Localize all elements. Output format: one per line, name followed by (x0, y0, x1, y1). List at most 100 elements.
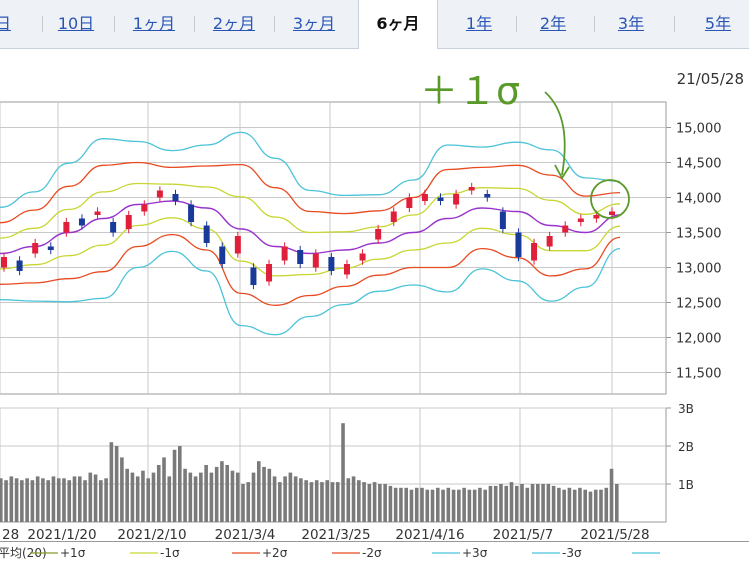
volume-bar (114, 446, 119, 522)
tab-separator (594, 16, 595, 32)
price-y-tick-label: 11,500 (676, 367, 722, 382)
annotation-arrowhead (554, 164, 570, 180)
volume-bar (414, 487, 419, 522)
volume-bar (304, 480, 308, 522)
volume-bar (451, 489, 456, 522)
stock-chart: 21/05/28 15,000 14,500 14,000 13,500 13,000 12… (0, 69, 744, 560)
candle-body (515, 232, 522, 257)
volume-bar (83, 480, 87, 522)
volume-bar (599, 489, 603, 522)
tab-5[interactable]: 6ヶ月 (358, 0, 438, 49)
tab-9[interactable]: 5年 (704, 14, 732, 33)
candle-body (16, 260, 23, 271)
annotation-arrow (544, 91, 566, 176)
volume-bar (583, 489, 588, 522)
candle-body (188, 204, 195, 222)
volume-bar (130, 472, 135, 522)
volume-bar (41, 478, 45, 522)
candle-body (63, 222, 70, 233)
volume-y-tick-label: 1B (678, 478, 694, 492)
candle-body (531, 243, 538, 261)
candle-body (203, 225, 210, 243)
volume-bar (288, 472, 293, 522)
volume-bar (499, 484, 503, 522)
candle-body (406, 197, 413, 208)
candle-body (32, 243, 39, 254)
volume-bar (472, 489, 477, 522)
candle-body (172, 194, 179, 201)
candle-body (484, 194, 491, 198)
tab-separator (42, 16, 43, 32)
volume-bar (156, 465, 161, 522)
volume-bar (14, 478, 19, 522)
tab-4[interactable]: 3ヶ月 (292, 14, 336, 33)
volume-bar (478, 487, 482, 522)
minus3-sigma-line (0, 247, 621, 336)
minus2-sigma-line (0, 233, 621, 306)
legend-divider (0, 541, 749, 542)
tab-3[interactable]: 2ヶ月 (212, 14, 256, 33)
volume-bar (183, 468, 187, 522)
volume-bar (4, 480, 8, 522)
legend-entry: +2σ (262, 546, 288, 560)
volume-bar (520, 484, 524, 522)
legend-entry: +3σ (462, 546, 488, 560)
volume-bar (67, 480, 72, 522)
candle-body (125, 215, 132, 229)
candle-body (375, 229, 382, 240)
volume-bar (441, 489, 445, 522)
annotation-circle (590, 179, 630, 219)
volume-bar (241, 484, 245, 522)
tab-7[interactable]: 2年 (539, 14, 567, 33)
x-axis-tick-label: 2021/5/7 (493, 527, 554, 543)
volume-bar (462, 487, 466, 522)
volume-bar (435, 487, 440, 522)
tab-8[interactable]: 3年 (617, 14, 645, 33)
legend-entry: -3σ (562, 546, 582, 560)
tab-2[interactable]: 1ヶ月 (132, 14, 176, 33)
volume-bar (251, 472, 256, 522)
volume-bar (146, 478, 151, 522)
candle-body (78, 218, 85, 226)
volume-bar (536, 484, 540, 522)
volume-bar (383, 484, 387, 522)
volume-bar (404, 487, 409, 522)
candle-body (562, 225, 569, 233)
chart-date-label: 21/05/28 (677, 70, 744, 88)
volume-bar (493, 485, 498, 522)
volume-bar (425, 489, 430, 522)
legend-entry: +1σ (60, 546, 86, 560)
volume-bar (367, 484, 372, 522)
price-y-tick-label: 14,000 (676, 192, 722, 207)
candle-body (593, 215, 600, 219)
tab-6[interactable]: 1年 (465, 14, 493, 33)
volume-bar (109, 442, 114, 522)
volume-bar (330, 482, 335, 522)
volume-bar (320, 482, 324, 522)
tab-1[interactable]: 10日 (57, 14, 95, 33)
volume-bar (588, 491, 593, 522)
candle-body (94, 211, 101, 215)
volume-bar (193, 476, 198, 522)
volume-bar (25, 478, 29, 522)
candle-body (499, 211, 506, 229)
volume-bar (293, 476, 298, 522)
volume-bar (204, 465, 208, 522)
volume-bar (135, 476, 140, 522)
volume-bar (99, 480, 103, 522)
volume-bar (120, 457, 124, 522)
volume-bar (314, 480, 319, 522)
tab-separator (114, 16, 115, 32)
price-y-tick-label: 12,500 (676, 297, 722, 312)
volume-bar (51, 476, 56, 522)
volume-bar (93, 474, 98, 522)
x-axis-tick-label: 2021/1/20 (27, 527, 96, 543)
candle-body (281, 246, 288, 261)
x-axis-tick-label: 2021/5/28 (580, 527, 649, 543)
volume-bar (604, 487, 609, 522)
volume-bar (457, 489, 461, 522)
tab-0[interactable]: 日 (0, 14, 11, 33)
tab-separator (274, 16, 275, 32)
candle-body (312, 253, 319, 268)
volume-bar (399, 487, 403, 522)
